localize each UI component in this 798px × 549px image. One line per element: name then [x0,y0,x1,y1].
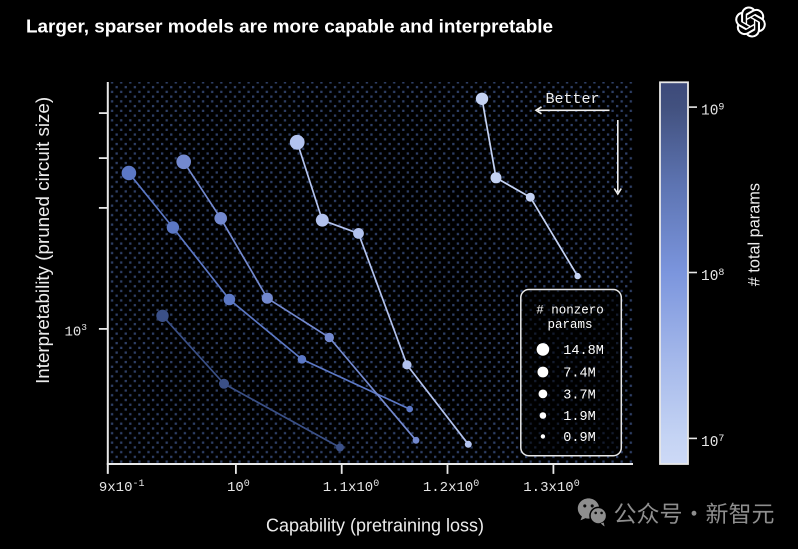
svg-text:Capability (pretraining loss): Capability (pretraining loss) [266,516,484,536]
svg-text:7.4M: 7.4M [563,367,595,382]
svg-text:Better: Better [545,91,599,108]
svg-text:1.3x100: 1.3x100 [523,479,579,496]
svg-text:# nonzero: # nonzero [536,304,604,318]
svg-text:3.7M: 3.7M [563,388,595,403]
svg-text:1.2x100: 1.2x100 [423,479,479,496]
svg-text:0.9M: 0.9M [563,431,595,446]
svg-text:# total params: # total params [746,183,764,286]
svg-text:14.8M: 14.8M [563,344,604,359]
svg-text:1.9M: 1.9M [563,410,595,425]
svg-text:1.1x100: 1.1x100 [323,479,379,496]
svg-text:params: params [547,318,592,332]
svg-text:Interpretability (pruned circu: Interpretability (pruned circuit size) [32,97,53,384]
svg-text:Larger, sparser models are mor: Larger, sparser models are more capable … [26,16,553,37]
